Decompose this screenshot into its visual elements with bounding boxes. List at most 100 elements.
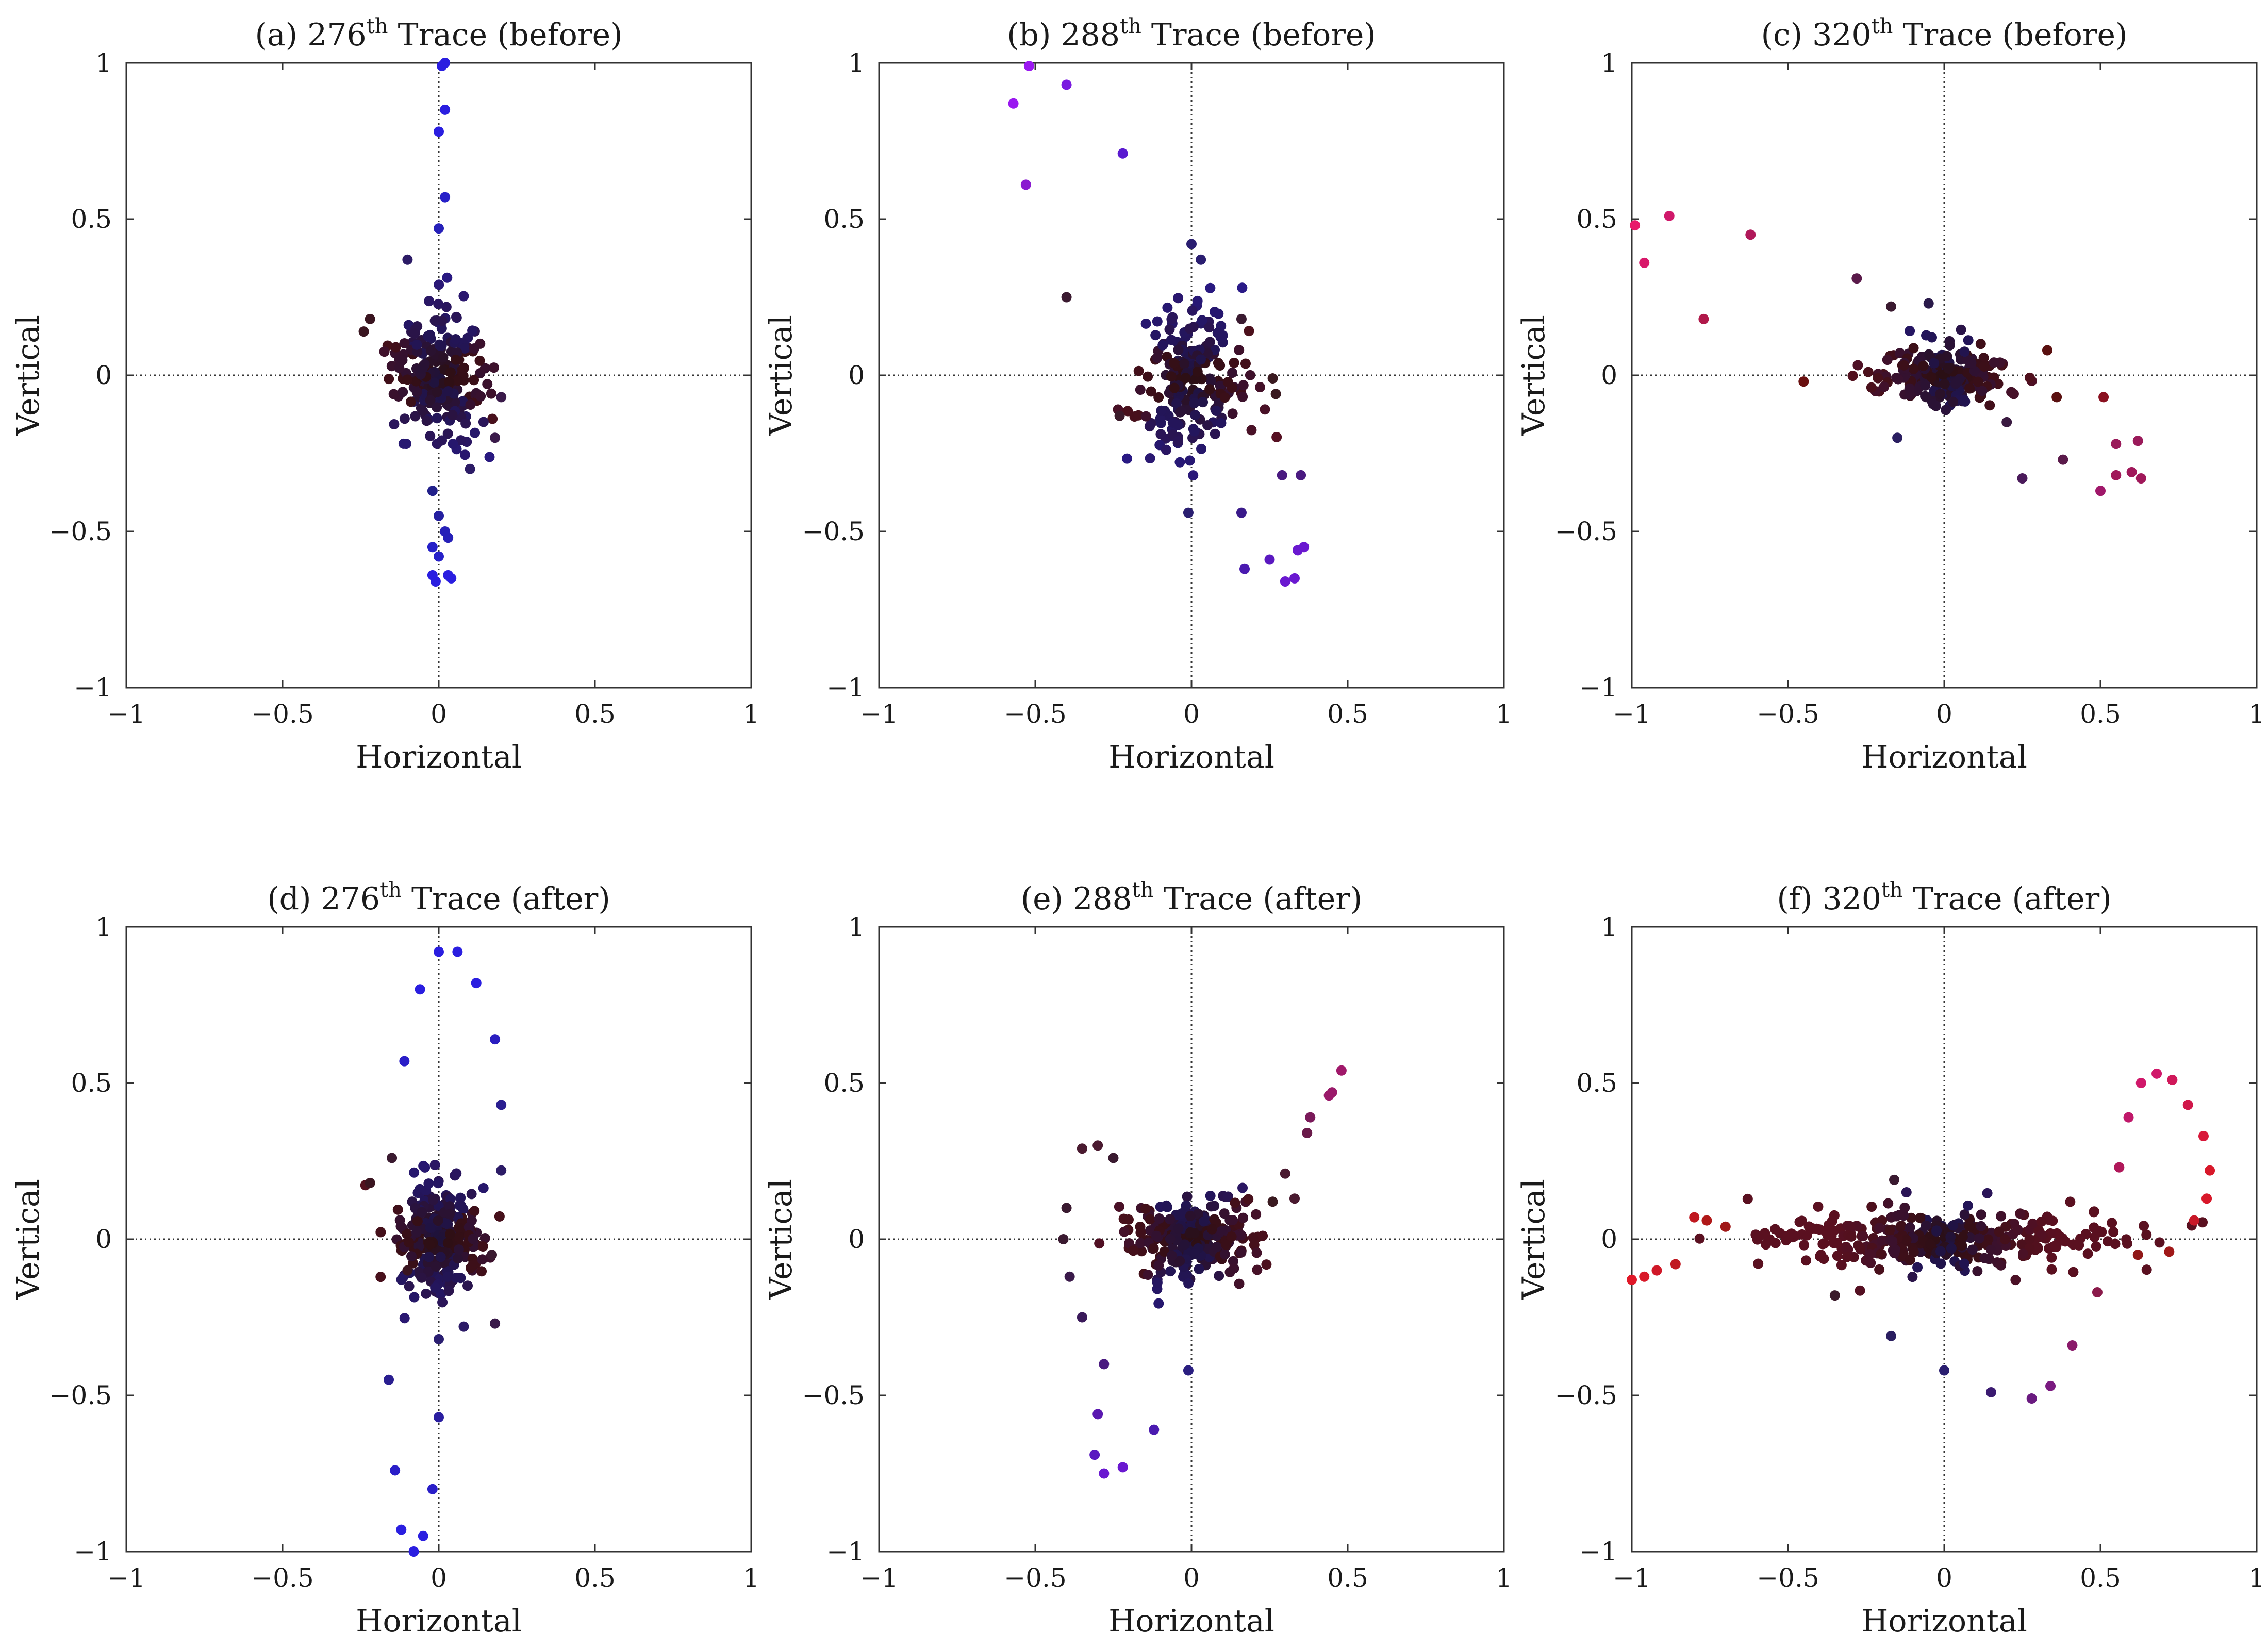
scatter-point [1925, 1239, 1935, 1250]
scatter-point [402, 1265, 413, 1276]
scatter-point [2135, 1078, 2146, 1088]
scatter-point [1890, 1244, 1901, 1255]
scatter-point [1965, 1232, 1976, 1243]
title-superscript: th [1872, 14, 1893, 38]
scatter-point [1236, 313, 1247, 324]
scatter-point [2094, 1226, 2105, 1237]
scatter-point [1229, 357, 1239, 368]
scatter-point [2001, 417, 2012, 427]
scatter-point [1099, 1359, 1110, 1370]
scatter-point [423, 1178, 434, 1189]
scatter-point [455, 435, 466, 446]
x-axis-label: Horizontal [356, 1603, 522, 1639]
scatter-point [1966, 358, 1977, 369]
scatter-point [1140, 411, 1151, 422]
scatter-point [1224, 1267, 1235, 1277]
scatter-point [1204, 322, 1215, 333]
x-axis-label: Horizontal [356, 739, 522, 775]
scatter-point [434, 1334, 444, 1344]
scatter-point [403, 1237, 414, 1248]
scatter-point [1887, 1236, 1898, 1246]
scatter-point [1962, 1200, 1973, 1211]
scatter-point [1209, 307, 1220, 318]
scatter-point [424, 1239, 435, 1250]
scatter-point [1152, 1277, 1163, 1288]
y-axis-label: Vertical [763, 1179, 799, 1300]
scatter-point [1797, 1229, 1808, 1240]
scatter-point [1165, 1214, 1176, 1225]
scatter-point [1670, 1259, 1681, 1270]
scatter-point [1129, 411, 1140, 422]
scatter-point [418, 1160, 429, 1171]
scatter-point [1882, 355, 1893, 365]
scatter-point [1182, 1270, 1193, 1280]
scatter-point [1173, 293, 1184, 304]
scatter-point [429, 377, 440, 388]
scatter-point [1864, 1248, 1875, 1259]
scatter-point [2051, 392, 2062, 403]
scatter-point [1180, 373, 1191, 384]
y-axis-label: Vertical [763, 315, 799, 436]
scatter-point [1135, 1221, 1146, 1232]
scatter-point [448, 439, 458, 449]
scatter-point [1977, 386, 1988, 396]
scatter-point [2024, 372, 2035, 383]
scatter-point [1895, 1221, 1906, 1232]
y-tick-label: 1 [95, 912, 112, 942]
title-superscript: th [1120, 14, 1141, 38]
panel-title: (f) 320th Trace (after) [1777, 878, 2111, 917]
x-tick-label: −1 [860, 1563, 898, 1593]
scatter-point [1843, 1244, 1853, 1255]
scatter-point [1299, 542, 1310, 553]
scatter-point [450, 354, 461, 365]
scatter-point [1204, 337, 1215, 347]
scatter-point [1061, 79, 1072, 90]
scatter-point [399, 1313, 410, 1324]
scatter-point [365, 313, 375, 324]
scatter-point [1221, 1239, 1232, 1250]
scatter-point [1305, 1112, 1316, 1123]
scatter-point [452, 375, 463, 386]
scatter-point [1145, 453, 1155, 464]
scatter-points [1008, 61, 1310, 587]
scatter-point [1144, 421, 1155, 432]
scatter-point [1261, 1259, 1272, 1270]
scatter-point [1904, 383, 1915, 394]
scatter-point [484, 452, 495, 462]
y-tick-label: 0.5 [823, 1068, 865, 1098]
scatter-point [432, 413, 442, 424]
scatter-point [2197, 1217, 2208, 1228]
scatter-point [482, 379, 493, 390]
scatter-point [404, 1281, 415, 1292]
scatter-point [1926, 372, 1937, 383]
x-tick-label: 1 [1496, 1563, 1512, 1593]
scatter-point [1874, 1264, 1885, 1275]
scatter-point [2080, 1229, 2091, 1240]
scatter-point [375, 1227, 386, 1238]
scatter-point [1698, 313, 1709, 324]
panel-title: (a) 276th Trace (before) [255, 14, 622, 53]
y-tick-label: 0.5 [1576, 204, 1617, 234]
x-tick-label: −1 [1613, 1563, 1651, 1593]
scatter-point [2141, 1264, 2152, 1275]
scatter-point [1204, 384, 1215, 395]
x-tick-label: −0.5 [1004, 699, 1066, 729]
scatter-point [1873, 373, 1883, 384]
scatter-point [455, 1192, 466, 1203]
scatter-point [433, 298, 444, 309]
scatter-point [451, 1168, 462, 1179]
scatter-point [1964, 1221, 1975, 1231]
scatter-point [1238, 1212, 1249, 1223]
scatter-point [1219, 392, 1230, 403]
scatter-point [2167, 1074, 2178, 1085]
scatter-point [425, 395, 436, 406]
scatter-point [1237, 282, 1248, 293]
scatter-point [423, 331, 434, 342]
scatter-point [434, 551, 444, 562]
y-tick-label: −0.5 [49, 517, 112, 546]
scatter-point [488, 362, 499, 373]
y-tick-label: 1 [95, 48, 112, 78]
scatter-point [486, 388, 496, 399]
scatter-point [1185, 1210, 1196, 1221]
title-superscript: th [1881, 878, 1903, 902]
